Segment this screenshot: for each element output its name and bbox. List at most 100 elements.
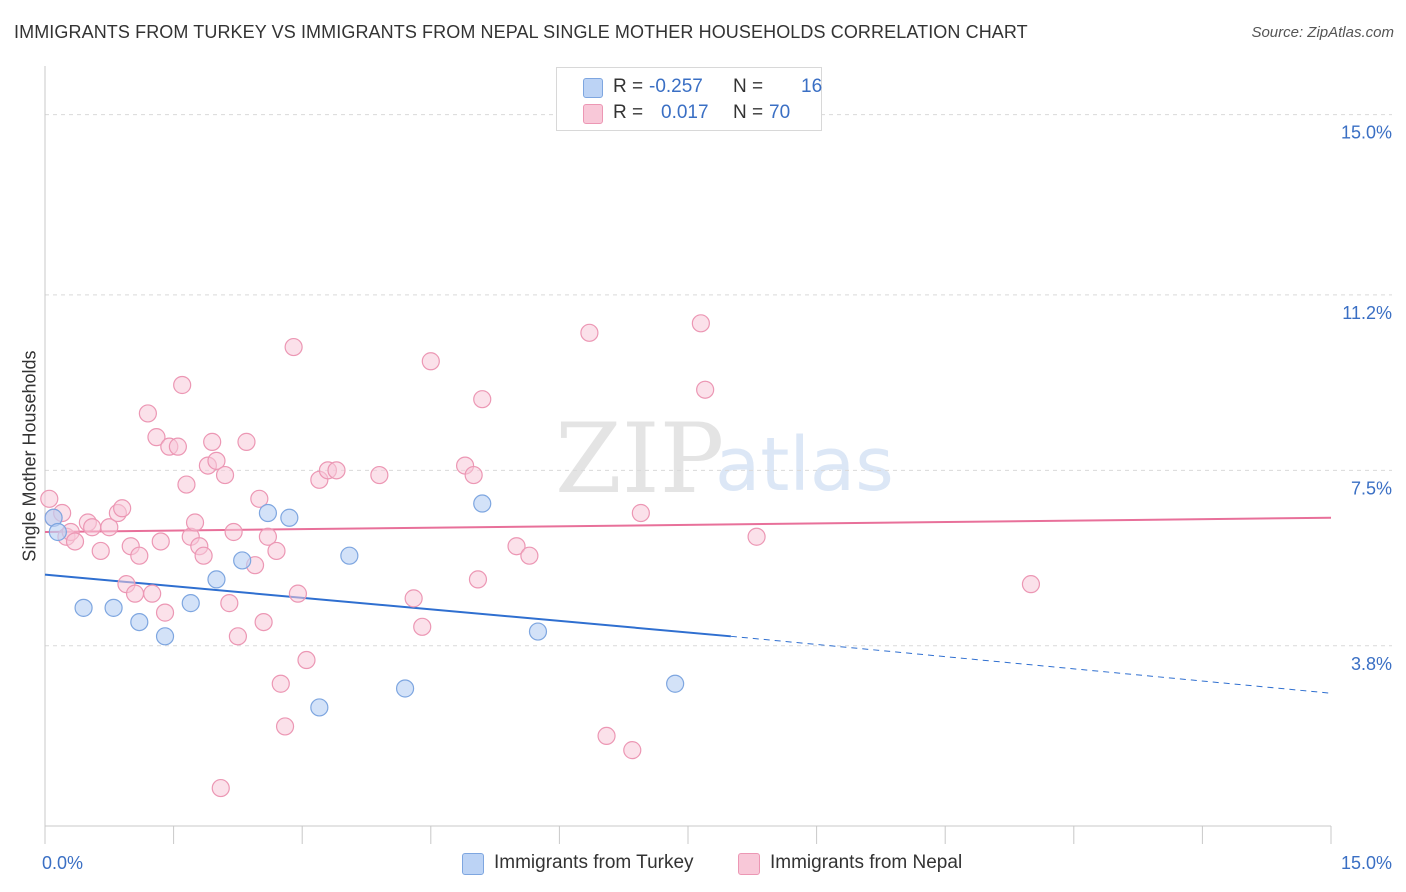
y-tick-label: 15.0% — [1341, 123, 1392, 143]
nepal-point — [100, 518, 119, 537]
nepal-point — [413, 617, 432, 636]
nepal-point — [580, 323, 599, 342]
nepal-point — [597, 726, 616, 745]
turkey-trend-extension — [730, 635, 1332, 694]
turkey-point — [258, 503, 278, 523]
turkey-n-value: 16 — [801, 76, 823, 97]
legend-nepal-swatch — [738, 853, 760, 875]
nepal-point — [696, 380, 715, 399]
turkey-point — [181, 594, 200, 613]
watermark-atlas: atlas — [715, 422, 894, 508]
nepal-point — [468, 570, 488, 589]
nepal-point — [284, 337, 303, 357]
gridlines — [45, 114, 1392, 647]
x-tick-label: 15.0% — [1341, 853, 1392, 873]
nepal-n-label: N = — [733, 102, 764, 123]
legend-nepal-label: Immigrants from Nepal — [770, 852, 963, 873]
chart-title: IMMIGRANTS FROM TURKEY VS IMMIGRANTS FRO… — [14, 22, 1028, 42]
turkey-point — [340, 546, 359, 565]
nepal-point — [151, 532, 170, 551]
nepal-point — [125, 584, 145, 603]
nepal-point — [65, 532, 85, 551]
turkey-point — [233, 551, 252, 570]
nepal-point — [203, 432, 222, 451]
y-tick-label: 11.2% — [1342, 303, 1392, 323]
nepal-n-value: 70 — [769, 102, 791, 123]
nepal-point — [473, 390, 492, 409]
nepal-point — [113, 499, 132, 518]
turkey-swatch — [583, 78, 603, 98]
nepal-point — [507, 537, 526, 556]
nepal-point — [138, 404, 157, 423]
turkey-point — [473, 494, 492, 513]
nepal-point — [747, 527, 766, 546]
y-tick-label: 3.8% — [1351, 654, 1392, 674]
turkey-points — [44, 494, 685, 717]
nepal-point — [237, 432, 256, 451]
nepal-point — [1021, 575, 1041, 594]
nepal-point — [207, 451, 226, 470]
turkey-point — [280, 508, 299, 527]
turkey-point — [48, 522, 67, 542]
nepal-point — [421, 352, 440, 371]
source-credit: Source: ZipAtlas.com — [1251, 24, 1394, 41]
turkey-point — [155, 627, 175, 646]
turkey-trend-line — [44, 573, 731, 638]
turkey-point — [395, 679, 415, 698]
turkey-r-label: R = — [613, 76, 644, 97]
legend-turkey-swatch — [462, 853, 484, 875]
nepal-point — [623, 741, 642, 760]
trend-lines — [44, 516, 1332, 694]
turkey-point — [528, 622, 548, 641]
turkey-n-label: N = — [733, 76, 764, 97]
legend-turkey-label: Immigrants from Turkey — [494, 852, 694, 873]
nepal-point — [194, 546, 213, 565]
y-tick-label: 7.5% — [1351, 478, 1392, 498]
nepal-point — [297, 650, 316, 670]
nepal-point — [691, 314, 710, 333]
nepal-point — [275, 717, 295, 736]
y-tick-labels: 3.8% 7.5% 11.2% 15.0% — [1341, 123, 1392, 674]
nepal-point — [370, 465, 389, 485]
nepal-point — [254, 612, 273, 632]
nepal-point — [83, 518, 102, 537]
nepal-point — [215, 465, 235, 485]
nepal-point — [185, 513, 205, 532]
turkey-point — [310, 698, 329, 717]
nepal-swatch — [583, 104, 603, 124]
turkey-point — [104, 598, 123, 617]
x-tick-labels: 0.0% 15.0% — [42, 853, 1392, 873]
nepal-trend-line — [44, 516, 1332, 533]
turkey-point — [666, 674, 685, 693]
nepal-point — [143, 584, 162, 603]
turkey-point — [130, 612, 149, 632]
nepal-point — [327, 461, 346, 480]
nepal-point — [631, 503, 650, 523]
nepal-point — [224, 522, 243, 542]
nepal-point — [271, 674, 290, 693]
nepal-point — [173, 375, 192, 395]
nepal-point — [228, 627, 247, 646]
nepal-point — [520, 546, 539, 565]
nepal-point — [250, 489, 269, 508]
nepal-r-label: R = — [613, 102, 644, 123]
nepal-point — [130, 546, 149, 565]
watermark-zip: ZIP — [555, 403, 724, 515]
nepal-r-value: 0.017 — [661, 102, 709, 123]
turkey-point — [74, 598, 93, 617]
nepal-point — [155, 603, 175, 622]
nepal-point — [404, 589, 423, 608]
nepal-point — [220, 594, 239, 613]
stats-legend: R = -0.257 N = 16 R = 0.017 N = 70 — [556, 67, 822, 131]
nepal-point — [40, 489, 59, 508]
axes — [44, 66, 1332, 844]
y-axis-label: Single Mother Households — [19, 350, 40, 562]
nepal-point — [147, 428, 166, 447]
nepal-point — [258, 527, 278, 546]
nepal-point — [464, 465, 483, 485]
nepal-point — [177, 475, 196, 494]
nepal-point — [211, 778, 230, 798]
nepal-point — [168, 437, 187, 456]
nepal-point — [288, 584, 308, 603]
